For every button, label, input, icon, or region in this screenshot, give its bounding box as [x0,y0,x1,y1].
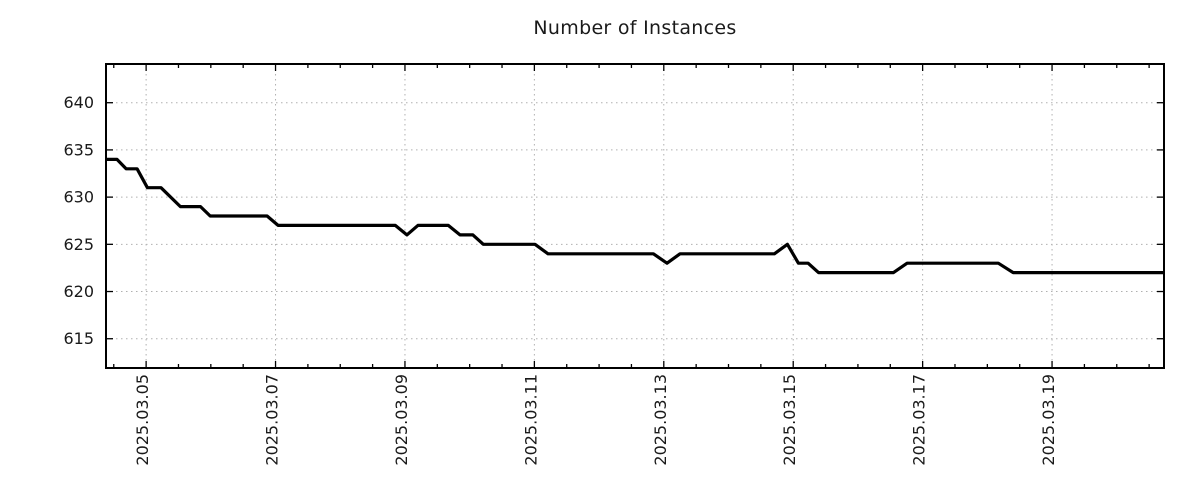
y-tick-label: 620 [63,282,94,301]
chart-title: Number of Instances [533,17,737,39]
x-tick-label: 2025.03.13 [651,374,670,466]
y-tick-label: 615 [63,329,94,348]
y-tick-label: 640 [63,93,94,112]
plot-frame [105,63,1165,369]
x-tick-label: 2025.03.17 [910,374,929,466]
x-tick-label: 2025.03.09 [392,374,411,466]
x-tick-label: 2025.03.05 [133,374,152,466]
x-tick-label: 2025.03.15 [780,374,799,466]
y-tick-label: 630 [63,188,94,207]
series-line [106,157,1164,275]
x-tick-label: 2025.03.19 [1039,374,1058,466]
y-tick-label: 635 [63,140,94,159]
x-tick-label: 2025.03.07 [263,374,282,466]
x-tick-label: 2025.03.11 [521,374,540,466]
y-tick-label: 625 [63,235,94,254]
